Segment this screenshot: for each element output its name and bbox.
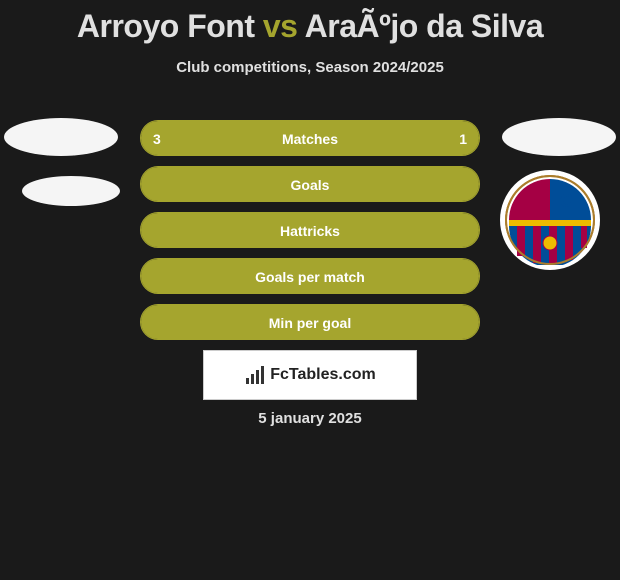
bar-label: Goals per match (141, 259, 479, 294)
logo-text: FcTables.com (270, 366, 376, 384)
club-badge: F C (500, 170, 600, 270)
bar-row: Min per goal (140, 304, 480, 340)
avatar-left-secondary (22, 176, 120, 206)
bar-label: Matches (141, 121, 479, 156)
chart-icon (244, 364, 266, 386)
title-player-right: AraÃºjo da Silva (305, 8, 543, 44)
avatar-left (4, 118, 118, 156)
bar-value-right: 1 (459, 121, 467, 156)
bar-row: Hattricks (140, 212, 480, 248)
bar-row: Goals per match (140, 258, 480, 294)
bar-label: Goals (141, 167, 479, 202)
date-text: 5 january 2025 (0, 410, 620, 427)
bar-label: Hattricks (141, 213, 479, 248)
svg-text:C: C (560, 191, 573, 211)
bar-row: Matches3 1 (140, 120, 480, 156)
avatar-right (502, 118, 616, 156)
title-vs: vs (263, 8, 298, 44)
page-title: Arroyo Font vs AraÃºjo da Silva (0, 0, 620, 45)
logo-box: FcTables.com (203, 350, 417, 400)
bar-value-left: 3 (153, 121, 161, 156)
svg-text:F: F (527, 191, 538, 211)
subtitle: Club competitions, Season 2024/2025 (0, 59, 620, 76)
fc-barcelona-icon: F C (505, 175, 595, 265)
title-player-left: Arroyo Font (77, 8, 255, 44)
comparison-bars: Matches3 1 Goals Hattricks Goals per match Mi… (140, 120, 480, 350)
bar-row: Goals (140, 166, 480, 202)
bar-label: Min per goal (141, 305, 479, 340)
